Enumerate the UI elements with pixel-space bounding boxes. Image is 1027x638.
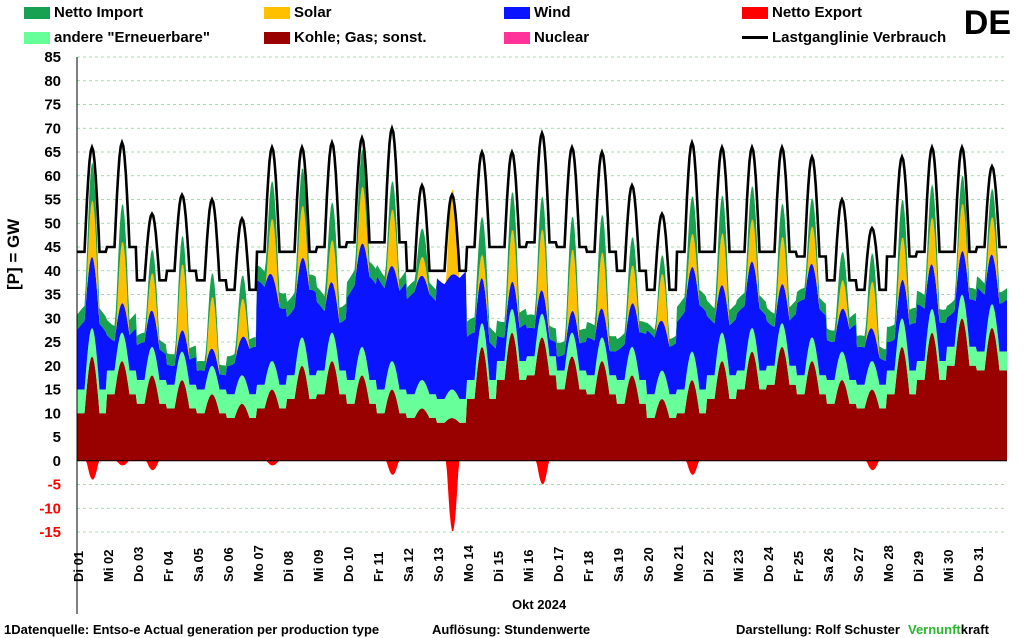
x-tick-label: Do 31 xyxy=(971,547,986,582)
y-tick-label: 0 xyxy=(53,453,61,470)
y-tick-label: -15 xyxy=(39,524,61,541)
x-tick-label: Mi 09 xyxy=(311,549,326,582)
y-tick-label: 80 xyxy=(44,73,61,90)
legend-label: Lastganglinie Verbrauch xyxy=(772,29,947,46)
x-axis-title: Okt 2024 xyxy=(512,597,567,612)
legend-swatch xyxy=(264,6,290,19)
area-andere-erneuerbare xyxy=(77,294,1007,423)
x-tick-label: Mi 02 xyxy=(101,549,116,582)
x-tick-label: Do 03 xyxy=(131,547,146,582)
legend-item: Netto Export xyxy=(742,4,862,21)
legend-item: Nuclear xyxy=(504,29,589,46)
x-tick-label: Fr 18 xyxy=(581,551,596,582)
y-tick-label: -10 xyxy=(39,500,61,517)
x-tick-label: Sa 12 xyxy=(401,548,416,582)
y-tick-labels: -15 -10 -5 0 5 10 15 20 25 30 35 40 45 50 55 60 65 70 75 80… xyxy=(39,49,61,541)
legend-swatch xyxy=(24,31,50,44)
footer-brand: Vernunftkraft xyxy=(908,622,989,637)
legend-label: Netto Import xyxy=(54,4,144,21)
x-tick-label: Mo 07 xyxy=(251,545,266,582)
area-solar xyxy=(77,187,1007,376)
legend-label: Nuclear xyxy=(534,29,590,46)
y-tick-label: 50 xyxy=(44,215,61,232)
x-tick-label: Di 15 xyxy=(491,551,506,582)
plot-areas xyxy=(77,149,1007,532)
legend-item: Netto Import xyxy=(24,4,143,21)
legend-swatch xyxy=(504,31,530,44)
legend-item: Wind xyxy=(504,4,571,21)
legend-item: Solar xyxy=(264,4,332,21)
x-tick-label: Di 08 xyxy=(281,551,296,582)
footer-source: 1Datenquelle: Entso-e Actual generation … xyxy=(4,622,380,637)
legend-item: Kohle; Gas; sonst. xyxy=(264,29,427,46)
legend-swatch xyxy=(264,31,290,44)
x-tick-label: Fr 11 xyxy=(371,552,386,582)
legend-swatch xyxy=(742,6,768,19)
x-tick-label: Sa 26 xyxy=(821,548,836,582)
x-tick-label: Mi 16 xyxy=(521,549,536,582)
country-code: DE xyxy=(963,4,1011,42)
area-netto-import xyxy=(77,149,1007,376)
legend-swatch xyxy=(504,6,530,19)
legend-label: Netto Export xyxy=(772,4,862,21)
legend-swatch xyxy=(24,6,50,19)
x-tick-label: So 27 xyxy=(851,547,866,582)
y-tick-label: 35 xyxy=(44,287,61,304)
x-tick-label: Mi 23 xyxy=(731,549,746,582)
x-tick-label: Fr 25 xyxy=(791,551,806,582)
y-axis-label: [P] = GW xyxy=(4,218,23,290)
x-tick-label: So 06 xyxy=(221,547,236,582)
y-tick-label: 30 xyxy=(44,310,61,327)
x-tick-label: Mo 21 xyxy=(671,545,686,582)
footer-author: Darstellung: Rolf Schuster xyxy=(736,622,900,637)
x-tick-label: Do 24 xyxy=(761,546,776,582)
brand-green-part: Vernunft xyxy=(908,622,961,637)
x-tick-label: Do 17 xyxy=(551,547,566,582)
y-tick-label: 85 xyxy=(44,49,61,66)
load-line xyxy=(77,124,1007,292)
x-tick-labels: Di 01 Mi 02 Do 03 Fr 04 Sa 05 So 06 Mo 07 Di 08… xyxy=(71,544,986,582)
legend-label: Kohle; Gas; sonst. xyxy=(294,29,427,46)
y-tick-label: 20 xyxy=(44,358,61,375)
legend-label: andere "Erneuerbare" xyxy=(54,29,210,46)
y-tick-label: 75 xyxy=(44,97,61,114)
legend-swatch xyxy=(742,36,768,39)
legend-item: Lastganglinie Verbrauch xyxy=(742,29,946,46)
y-tick-label: 40 xyxy=(44,263,61,280)
x-tick-label: Mo 14 xyxy=(461,544,476,582)
y-tick-label: 55 xyxy=(44,192,61,209)
y-tick-label: 45 xyxy=(44,239,61,256)
y-tick-label: 15 xyxy=(44,382,61,399)
x-tick-label: Di 01 xyxy=(71,551,86,582)
legend-label: Wind xyxy=(534,4,571,21)
x-tick-label: Fr 04 xyxy=(161,550,176,582)
brand-black-part: kraft xyxy=(960,622,989,637)
x-tick-label: Mo 28 xyxy=(881,545,896,582)
y-tick-label: 10 xyxy=(44,405,61,422)
y-tick-label: -5 xyxy=(48,477,61,494)
area-wind xyxy=(77,243,1007,399)
y-tick-label: 5 xyxy=(53,429,61,446)
x-tick-label: So 13 xyxy=(431,547,446,582)
axes xyxy=(76,57,1007,614)
legend-label: Solar xyxy=(294,4,332,21)
x-tick-label: Di 29 xyxy=(911,551,926,582)
x-tick-label: Di 22 xyxy=(701,551,716,582)
y-tick-label: 60 xyxy=(44,168,61,185)
x-tick-label: Sa 05 xyxy=(191,548,206,582)
area-netto-export xyxy=(77,460,1007,532)
footer-resolution: Auflösung: Stundenwerte xyxy=(432,622,591,637)
series-line-lastgang xyxy=(77,124,1007,292)
legend-item: andere "Erneuerbare" xyxy=(24,29,210,46)
x-tick-label: Do 10 xyxy=(341,547,356,582)
x-tick-label: Sa 19 xyxy=(611,548,626,582)
x-tick-label: So 20 xyxy=(641,547,656,582)
y-tick-label: 65 xyxy=(44,144,61,161)
area-kohle-gas xyxy=(77,318,1007,461)
y-tick-label: 70 xyxy=(44,120,61,137)
y-tick-label: 25 xyxy=(44,334,61,351)
x-tick-label: Mi 30 xyxy=(941,549,956,582)
